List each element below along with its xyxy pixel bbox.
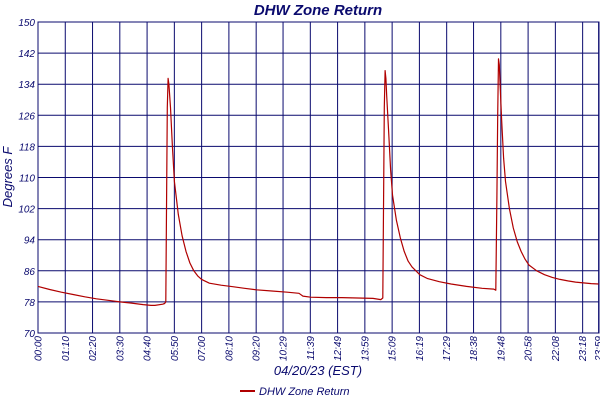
y-tick-label: 110 (19, 174, 35, 185)
x-tick-label: 18:38 (469, 336, 480, 361)
y-tick-label: 142 (18, 49, 35, 60)
y-tick-label: 78 (24, 298, 36, 309)
x-tick-label: 12:49 (333, 336, 344, 361)
legend-label: DHW Zone Return (259, 386, 349, 398)
x-tick-label: 01:10 (61, 336, 72, 361)
x-axis-label: 04/20/23 (EST) (274, 363, 362, 378)
x-tick-label: 00:00 (34, 336, 45, 361)
y-tick-label: 150 (18, 18, 35, 29)
x-tick-label: 23:18 (578, 336, 589, 362)
legend: DHW Zone Return (240, 386, 349, 398)
x-tick-label: 16:19 (415, 336, 426, 361)
x-tick-label: 03:30 (115, 336, 126, 361)
x-tick-label: 19:48 (496, 336, 507, 361)
x-tick-label: 17:29 (442, 336, 453, 361)
x-tick-label: 22:08 (551, 336, 562, 362)
x-tick-label: 05:50 (170, 336, 181, 361)
x-tick-label: 20:58 (524, 336, 535, 362)
chart-title: DHW Zone Return (254, 2, 382, 19)
y-tick-label: 102 (18, 205, 35, 216)
x-tick-label: 15:09 (388, 336, 399, 361)
y-tick-label: 134 (18, 80, 35, 91)
y-tick-label: 126 (18, 111, 35, 122)
y-tick-label: 94 (24, 236, 36, 247)
x-tick-label: 13:59 (360, 336, 371, 361)
x-tick-label: 04:40 (143, 336, 154, 361)
x-tick-label: 11:39 (306, 336, 317, 361)
x-tick-label: 08:10 (224, 336, 235, 361)
y-tick-label: 118 (19, 142, 35, 153)
x-tick-label: 02:20 (88, 336, 99, 361)
x-tick-label: 10:29 (279, 336, 290, 361)
x-tick-labels: 00:00 01:10 02:20 03:30 04:40 05:50 07:00 08:10… (34, 336, 600, 362)
y-axis-label: Degrees F (0, 146, 15, 208)
x-tick-label: 23:59 (594, 336, 600, 362)
x-tick-label: 07:00 (197, 336, 208, 361)
y-tick-label: 86 (24, 267, 36, 278)
x-tick-label: 09:20 (252, 336, 263, 361)
